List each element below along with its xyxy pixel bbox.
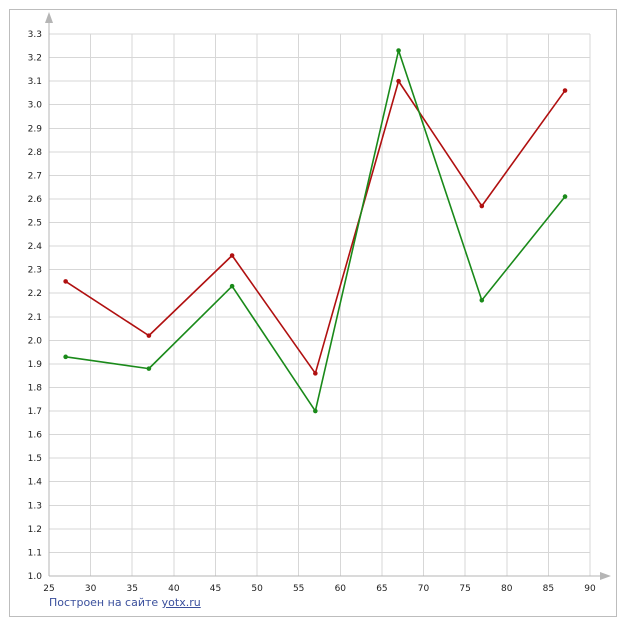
x-tick-label: 55 [293,584,304,594]
y-tick-label: 3.3 [28,30,42,40]
y-tick-label: 1.1 [28,548,42,558]
x-tick-label: 30 [85,584,97,594]
x-tick-label: 35 [127,584,138,594]
y-tick-label: 2.3 [28,266,42,276]
data-point [229,253,235,258]
y-tick-label: 3.1 [28,77,42,87]
y-tick-label: 2.1 [28,313,42,323]
data-point [63,279,68,284]
data-point [396,48,401,53]
data-point [63,354,68,360]
data-point [479,297,485,303]
x-tick-label: 25 [43,584,54,594]
x-axis-arrow-icon [600,572,611,580]
x-tick-label: 45 [210,584,221,594]
y-tick-label: 1.7 [28,407,42,417]
series-1 [63,78,568,376]
y-tick-label: 1.3 [28,501,42,511]
y-tick-label: 1.6 [28,431,43,441]
series-layer [63,48,568,414]
y-tick-label: 2.4 [28,242,43,252]
y-tick-label: 1.8 [28,383,43,393]
y-tick-label: 2.2 [28,289,42,299]
axes [45,12,611,580]
x-tick-label: 50 [251,584,263,594]
x-tick-label: 65 [376,584,387,594]
footer-credit: Построен на сайте yotx.ru [49,596,201,609]
y-tick-label: 2.9 [28,124,43,134]
x-tick-label: 70 [418,584,430,594]
y-tick-label: 1.2 [28,525,42,535]
data-point [229,283,235,289]
x-tick-labels: 25 30 35 40 45 50 55 60 65 70 75 80 85 90 [43,584,596,594]
y-tick-label: 3.2 [28,54,42,64]
data-point [313,371,318,376]
x-tick-label: 40 [168,584,180,594]
chart-frame [9,9,617,617]
y-axis-arrow-icon [45,12,53,23]
data-point [562,88,568,93]
y-tick-label: 1.5 [28,454,42,464]
series-2 [63,48,568,414]
series-line [65,80,566,375]
y-tick-label: 1.4 [28,478,43,488]
y-tick-label: 2.6 [28,195,43,205]
data-point [396,78,401,84]
site-link[interactable]: yotx.ru [161,596,201,609]
data-point [313,408,318,414]
x-tick-label: 90 [584,584,596,594]
y-tick-label: 1.0 [28,572,43,582]
data-point [146,366,152,371]
x-tick-label: 80 [501,584,513,594]
data-point [479,203,485,209]
y-tick-labels: 1.0 1.1 1.2 1.3 1.4 1.5 1.6 1.7 1.8 1.9 2.0 2.1 2.2 2… [28,30,43,582]
y-tick-label: 2.7 [28,171,42,181]
x-tick-label: 75 [459,584,470,594]
y-tick-label: 2.8 [28,148,43,158]
data-point [146,333,152,338]
data-point [562,194,568,199]
grid [48,33,591,577]
y-tick-label: 2.5 [28,219,42,229]
y-tick-label: 2.0 [28,336,43,346]
y-tick-label: 1.9 [28,360,43,370]
y-tick-label: 3.0 [28,101,43,111]
x-tick-label: 60 [335,584,347,594]
footer-prefix: Построен на сайте [49,596,162,609]
x-tick-label: 85 [543,584,554,594]
